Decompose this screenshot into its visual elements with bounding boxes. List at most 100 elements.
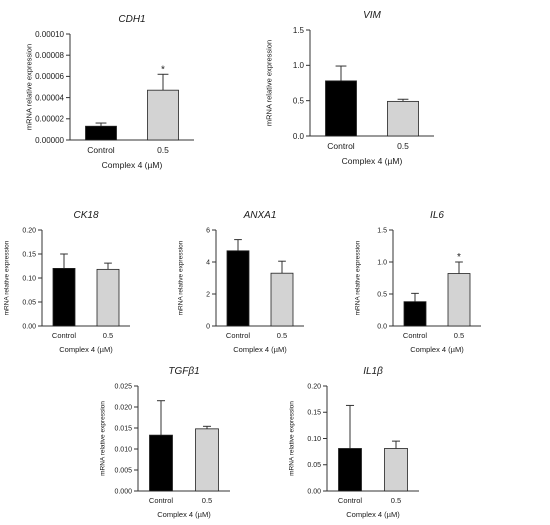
- chart-svg: CK18 0.00 0.05 0.10 0.15 0.20 mRNA relative ex…: [3, 210, 130, 354]
- chart-title: IL1β: [363, 366, 383, 377]
- y-tick-label: 0.15: [307, 410, 321, 417]
- x-tick-label: 0.5: [277, 331, 287, 340]
- x-tick-label: Control: [226, 331, 251, 340]
- y-tick-label: 0.00: [307, 488, 321, 495]
- chart-svg: TGFβ1 0.000 0.005 0.010 0.015 0.020 0.025 mRNA …: [99, 366, 230, 519]
- chart-title: CK18: [73, 210, 98, 221]
- y-tick-label: 0.15: [22, 251, 36, 258]
- x-tick-label: Control: [87, 145, 115, 155]
- x-tick-label: Control: [52, 331, 77, 340]
- y-tick-label: 0.20: [22, 227, 36, 234]
- chart-svg: IL6 0.0 0.5 1.0 1.5 mRNA relative expression C…: [354, 210, 481, 354]
- y-tick-label: 0.025: [114, 383, 132, 390]
- chart-svg: ANXA1 0 2 4 6 mRNA relative expression Control…: [177, 210, 304, 354]
- y-tick-label: 1.0: [377, 259, 387, 266]
- bar-treated: [387, 100, 419, 137]
- x-axis-label: Complex 4 (µM): [410, 345, 464, 354]
- bar-treated: [96, 268, 120, 327]
- x-axis-label: Complex 4 (µM): [342, 156, 403, 166]
- chart-title: VIM: [363, 10, 381, 21]
- x-tick-label: 0.5: [397, 141, 409, 151]
- chart-title: ANXA1: [243, 210, 277, 221]
- chart-title: TGFβ1: [168, 366, 199, 377]
- y-tick-label: 0.005: [114, 467, 132, 474]
- y-tick-label: 0.10: [22, 275, 36, 282]
- y-tick-label: 0.05: [307, 462, 321, 469]
- bar-control: [338, 448, 362, 492]
- x-tick-label: 0.5: [202, 496, 212, 505]
- chart-vim: VIM 0.0 0.5 1.0 1.5 mRNA relative expression C…: [262, 0, 497, 178]
- y-tick-label: 0.000: [114, 488, 132, 495]
- x-tick-label: Control: [327, 141, 355, 151]
- chart-ck18: CK18 0.00 0.05 0.10 0.15 0.20 mRNA relative ex…: [0, 204, 180, 362]
- y-tick-label: 0.00006: [35, 72, 64, 81]
- x-tick-label: 0.5: [391, 496, 401, 505]
- y-tick-label: 0.00008: [35, 51, 64, 60]
- bar-control: [325, 80, 357, 137]
- significance-mark: *: [161, 64, 165, 75]
- y-tick-label: 0.20: [307, 383, 321, 390]
- x-axis-label: Complex 4 (µM): [233, 345, 287, 354]
- y-axis-label: mRNA relative expression: [265, 40, 274, 126]
- y-tick-label: 0.5: [293, 96, 305, 105]
- y-tick-label: 0.5: [377, 291, 387, 298]
- y-tick-label: 0.020: [114, 404, 132, 411]
- bar-control: [149, 434, 173, 492]
- y-tick-label: 0.00010: [35, 30, 64, 39]
- bar-treated: [447, 273, 471, 327]
- y-axis-label: mRNA relative expression: [25, 44, 34, 130]
- chart-svg: VIM 0.0 0.5 1.0 1.5 mRNA relative expression C…: [265, 10, 434, 166]
- y-axis-label: mRNA relative expression: [3, 240, 10, 315]
- y-tick-label: 1.5: [377, 227, 387, 234]
- chart-tgfb1: TGFβ1 0.000 0.005 0.010 0.015 0.020 0.025 mRNA …: [88, 366, 273, 525]
- y-tick-label: 0.00: [22, 323, 36, 330]
- bar-treated: [270, 272, 294, 327]
- y-tick-label: 0.010: [114, 446, 132, 453]
- y-tick-label: 6: [206, 227, 210, 234]
- y-axis-label: mRNA relative expression: [99, 401, 106, 476]
- x-axis-label: Complex 4 (µM): [102, 160, 163, 170]
- chart-il6: IL6 0.0 0.5 1.0 1.5 mRNA relative expression C…: [354, 204, 545, 362]
- x-tick-label: Control: [149, 496, 174, 505]
- y-tick-label: 2: [206, 291, 210, 298]
- y-tick-label: 0.00004: [35, 93, 64, 102]
- bar-control: [85, 125, 117, 141]
- y-tick-label: 0.00000: [35, 136, 64, 145]
- chart-anxa1: ANXA1 0 2 4 6 mRNA relative expression Control…: [177, 204, 358, 362]
- bar-treated: [147, 89, 179, 141]
- chart-cdh1: CDH1 0.00000 0.00002 0.00004 0.00006 0.00008 0…: [10, 0, 245, 178]
- bar-control: [226, 250, 250, 327]
- bar-control: [403, 301, 427, 327]
- chart-title: IL6: [430, 210, 444, 221]
- y-axis-label: mRNA relative expression: [288, 401, 295, 476]
- y-tick-label: 0.015: [114, 425, 132, 432]
- y-tick-label: 0: [206, 323, 210, 330]
- y-tick-label: 0.0: [377, 323, 387, 330]
- y-tick-label: 0.05: [22, 299, 36, 306]
- y-axis-label: mRNA relative expression: [354, 240, 361, 315]
- x-tick-label: Control: [403, 331, 428, 340]
- y-axis-label: mRNA relative expression: [177, 240, 184, 315]
- bar-treated: [195, 428, 219, 492]
- x-axis-label: Complex 4 (µM): [157, 510, 211, 519]
- chart-svg: CDH1 0.00000 0.00002 0.00004 0.00006 0.00008 0…: [25, 14, 194, 170]
- x-axis-label: Complex 4 (µM): [59, 345, 113, 354]
- y-tick-label: 1.5: [293, 26, 305, 35]
- y-tick-label: 4: [206, 259, 210, 266]
- y-tick-label: 1.0: [293, 61, 305, 70]
- x-tick-label: Control: [338, 496, 363, 505]
- x-axis-label: Complex 4 (µM): [346, 510, 400, 519]
- x-tick-label: 0.5: [454, 331, 464, 340]
- significance-mark: *: [457, 252, 461, 263]
- y-tick-label: 0.0: [293, 132, 305, 141]
- x-tick-label: 0.5: [157, 145, 169, 155]
- chart-il1b: IL1β 0.00 0.05 0.10 0.15 0.20 mRNA relative ex…: [283, 366, 468, 525]
- chart-title: CDH1: [118, 14, 145, 25]
- bar-treated: [384, 448, 408, 492]
- bar-control: [52, 268, 76, 327]
- x-tick-label: 0.5: [103, 331, 113, 340]
- chart-svg: IL1β 0.00 0.05 0.10 0.15 0.20 mRNA relative ex…: [288, 366, 419, 519]
- y-tick-label: 0.00002: [35, 115, 64, 124]
- y-tick-label: 0.10: [307, 436, 321, 443]
